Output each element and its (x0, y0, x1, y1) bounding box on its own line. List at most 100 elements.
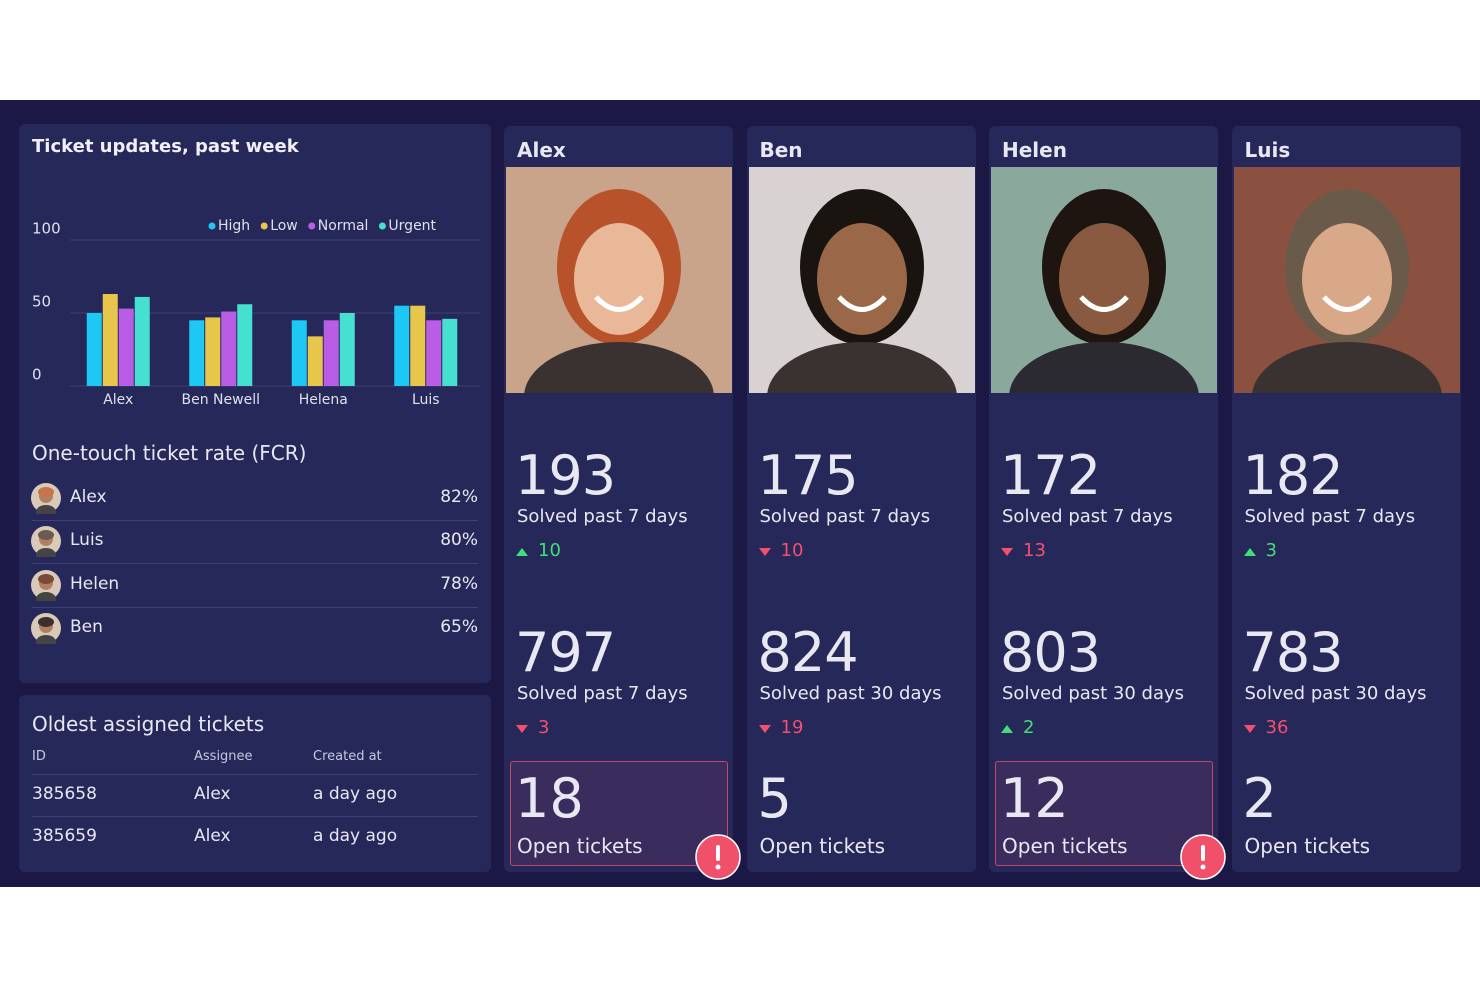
agent-name: Helen (1002, 138, 1067, 162)
agent-photo (991, 167, 1217, 393)
photo-smile (1321, 295, 1372, 312)
avatar-hair (38, 617, 54, 628)
avatar (31, 526, 61, 558)
open-label: Open tickets (1244, 834, 1371, 858)
avatar-hair (38, 530, 54, 541)
avatar-body (36, 548, 56, 558)
bar (237, 304, 253, 386)
table-cell: Alex (194, 826, 231, 846)
table-cell: 385658 (32, 784, 97, 804)
photo-smile (594, 295, 644, 312)
trend-down-icon (758, 725, 771, 733)
stat-label: Solved past 7 days (759, 506, 931, 527)
stat-value: 182 (1242, 444, 1344, 507)
avatar (31, 483, 61, 514)
agent-photo (506, 167, 732, 393)
trend-arrow (758, 548, 771, 556)
row-divider (32, 774, 478, 775)
alert-icon (1180, 834, 1226, 880)
y-tick-label: 50 (32, 293, 51, 311)
bar (118, 308, 134, 386)
bar (189, 320, 205, 386)
photo-smile (836, 295, 887, 312)
photo-smile (1079, 295, 1129, 312)
legend-label: Normal (318, 218, 369, 234)
row-divider (32, 563, 478, 565)
open-value: 2 (1242, 767, 1277, 830)
legend-swatch (378, 222, 386, 230)
bar (205, 317, 221, 386)
row-divider (32, 816, 478, 817)
agent-name: Luis (1244, 138, 1291, 162)
section-title: Oldest assigned tickets (32, 712, 265, 736)
bar (86, 313, 102, 386)
trend-arrow (758, 725, 771, 733)
trend-up-icon (1001, 725, 1013, 733)
bar (307, 336, 323, 386)
fcr-rate: 78% (440, 573, 478, 594)
x-tick-label: Alex (103, 392, 133, 408)
stat-label: Solved past 7 days (517, 506, 688, 527)
tickets-panel (19, 695, 491, 872)
column-header: ID (32, 749, 46, 764)
avatar-body (36, 591, 56, 601)
stat-value: 824 (757, 621, 859, 684)
stat-change: 2 (1023, 717, 1035, 738)
bar (291, 320, 307, 386)
agent-name: Alex (517, 138, 566, 162)
y-tick-label: 100 (32, 220, 61, 238)
bar (221, 311, 237, 386)
avatar-hair (38, 487, 54, 497)
bar (339, 313, 355, 386)
fcr-name: Ben (70, 617, 103, 638)
stat-label: Solved past 7 days (517, 683, 688, 704)
trend-up-icon (1243, 548, 1256, 556)
alert-dot (1200, 864, 1206, 870)
bar (323, 320, 339, 386)
bar (442, 318, 458, 386)
photo-body (766, 342, 957, 393)
stat-value: 175 (757, 444, 859, 507)
bar (410, 305, 426, 386)
stat-label: Solved past 30 days (1244, 683, 1427, 704)
trend-down-icon (1243, 725, 1256, 733)
section-title: One-touch ticket rate (FCR) (32, 441, 307, 465)
alert-mark (1201, 845, 1205, 861)
fcr-rate: 80% (440, 530, 478, 551)
column-header: Assignee (194, 749, 253, 764)
photo-body (1009, 342, 1199, 393)
stat-change: 10 (780, 540, 804, 561)
bar (102, 294, 118, 386)
bar (426, 320, 442, 386)
stat-label: Solved past 30 days (1002, 683, 1185, 704)
alert-box (995, 761, 1213, 866)
legend-swatch (308, 222, 316, 230)
x-tick-label: Helena (299, 392, 348, 408)
x-tick-label: Luis (412, 392, 440, 408)
stat-change: 13 (1023, 540, 1046, 561)
agent-name: Ben (759, 138, 803, 162)
alert-mark (716, 845, 720, 861)
trend-arrow (516, 548, 528, 556)
trend-down-icon (1001, 548, 1013, 556)
stat-change: 36 (1265, 717, 1289, 738)
stat-change: 19 (780, 717, 804, 738)
agent-photo (1233, 167, 1460, 393)
stat-change: 10 (538, 540, 561, 561)
legend-label: High (218, 218, 250, 234)
row-divider (32, 606, 478, 608)
stat-value: 803 (1000, 621, 1101, 684)
stat-change: 3 (1265, 540, 1277, 561)
open-value: 12 (1000, 767, 1069, 830)
trend-up-icon (516, 548, 528, 556)
avatar-body (36, 635, 56, 645)
stat-label: Solved past 30 days (759, 683, 942, 704)
fcr-rate: 82% (440, 487, 478, 507)
stat-value: 193 (515, 444, 616, 507)
trend-arrow (1243, 548, 1256, 556)
photo-body (524, 342, 714, 393)
photo-face (1059, 223, 1149, 335)
photo-face (574, 223, 664, 335)
photo-face (1301, 223, 1392, 335)
